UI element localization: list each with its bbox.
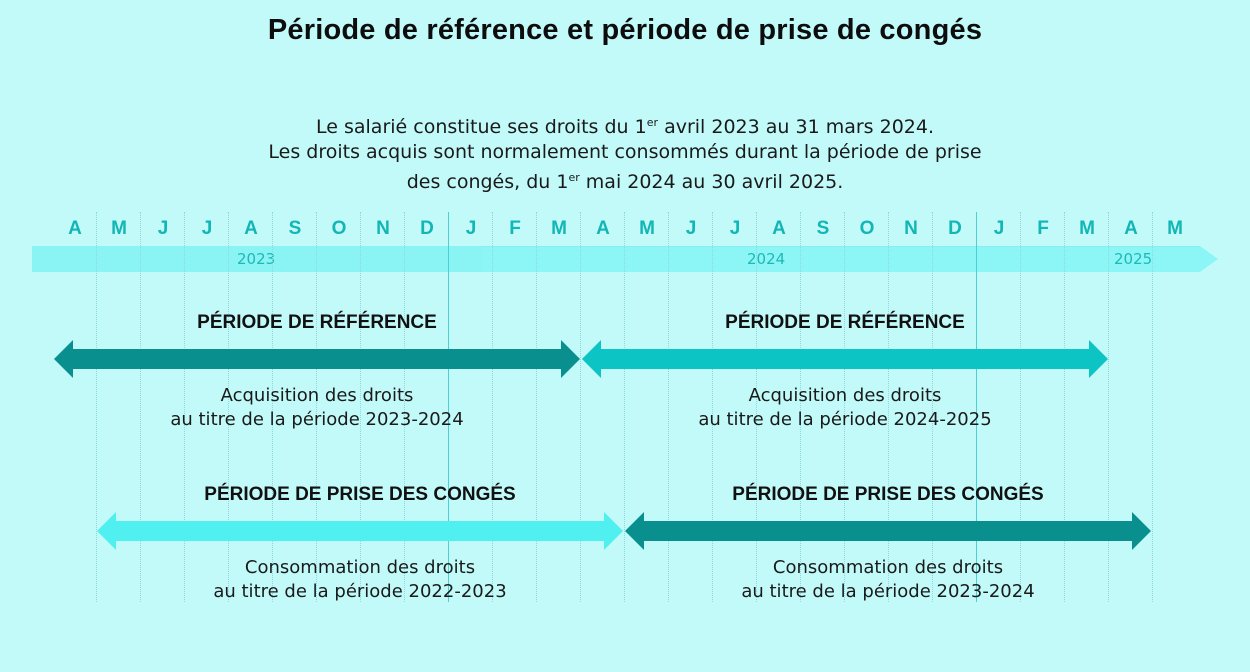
period-heading-leave-2: PÉRIODE DE PRISE DES CONGÉS bbox=[732, 484, 1044, 505]
month-label: J bbox=[685, 218, 697, 239]
month-label: D bbox=[420, 218, 434, 239]
period-desc-reference-2: Acquisition des droits au titre de la pé… bbox=[698, 385, 992, 430]
month-grid-line bbox=[932, 212, 933, 602]
month-grid-line bbox=[272, 212, 273, 602]
month-label: J bbox=[465, 218, 477, 239]
month-label: M bbox=[111, 218, 127, 239]
year-label-2025: 2025 bbox=[1114, 250, 1153, 268]
month-label: S bbox=[816, 218, 830, 239]
period-desc-leave-1: Consommation des droits au titre de la p… bbox=[213, 557, 507, 602]
month-label: J bbox=[201, 218, 213, 239]
month-grid-line bbox=[888, 212, 889, 602]
reference-period-arrow-2 bbox=[582, 340, 1110, 378]
month-label: J bbox=[729, 218, 741, 239]
leave-period-arrow-1 bbox=[97, 512, 625, 550]
year-separator-line bbox=[976, 212, 977, 602]
month-grid-line bbox=[668, 212, 669, 602]
period-desc-reference-1: Acquisition des droits au titre de la pé… bbox=[170, 385, 464, 430]
month-grid-line bbox=[1064, 212, 1065, 602]
year-label-2023: 2023 bbox=[237, 250, 276, 268]
period-heading-leave-1: PÉRIODE DE PRISE DES CONGÉS bbox=[204, 484, 516, 505]
month-label: S bbox=[288, 218, 302, 239]
month-label: J bbox=[993, 218, 1005, 239]
intro-line-3: des congés, du 1er mai 2024 au 30 avril … bbox=[406, 171, 844, 193]
month-grid-line bbox=[756, 212, 757, 602]
month-label: O bbox=[859, 218, 875, 239]
intro-text: Le salarié constitue ses droits du 1er a… bbox=[0, 110, 1250, 195]
leave-period-arrow-2 bbox=[625, 512, 1153, 550]
month-grid-line bbox=[96, 212, 97, 602]
month-label: M bbox=[1167, 218, 1183, 239]
year-label-2024: 2024 bbox=[747, 250, 786, 268]
month-label: A bbox=[596, 218, 610, 239]
month-grid-line bbox=[712, 212, 713, 602]
month-label: M bbox=[1079, 218, 1095, 239]
month-grid-line bbox=[624, 212, 625, 602]
month-label: M bbox=[639, 218, 655, 239]
reference-period-arrow-1 bbox=[54, 340, 582, 378]
intro-line-1: Le salarié constitue ses droits du 1er a… bbox=[316, 116, 934, 138]
diagram-title: Période de référence et période de prise… bbox=[267, 14, 983, 46]
year-separator-line bbox=[448, 212, 449, 602]
month-grid-line bbox=[580, 212, 581, 602]
month-grid-line bbox=[1152, 212, 1153, 602]
month-grid-line bbox=[492, 212, 493, 602]
month-label: A bbox=[244, 218, 258, 239]
month-grid-line bbox=[1020, 212, 1021, 602]
month-grid-line bbox=[360, 212, 361, 602]
month-label: O bbox=[331, 218, 347, 239]
month-grid-line bbox=[404, 212, 405, 602]
month-grid-line bbox=[536, 212, 537, 602]
month-label: J bbox=[157, 218, 169, 239]
month-label: F bbox=[509, 218, 521, 239]
month-grid-line bbox=[1108, 212, 1109, 602]
period-heading-reference-1: PÉRIODE DE RÉFÉRENCE bbox=[197, 312, 437, 333]
month-label: M bbox=[551, 218, 567, 239]
month-label: D bbox=[948, 218, 962, 239]
month-grid-line bbox=[184, 212, 185, 602]
month-grid-line bbox=[800, 212, 801, 602]
month-grid-line bbox=[316, 212, 317, 602]
month-label: A bbox=[68, 218, 82, 239]
month-grid-line bbox=[140, 212, 141, 602]
month-label: N bbox=[376, 218, 390, 239]
month-label: A bbox=[772, 218, 786, 239]
month-grid-line bbox=[228, 212, 229, 602]
month-label: F bbox=[1037, 218, 1049, 239]
month-label: N bbox=[904, 218, 918, 239]
year-band-arrow bbox=[32, 246, 1218, 272]
intro-line-2: Les droits acquis sont normalement conso… bbox=[268, 141, 982, 163]
period-heading-reference-2: PÉRIODE DE RÉFÉRENCE bbox=[725, 312, 965, 333]
period-desc-leave-2: Consommation des droits au titre de la p… bbox=[741, 557, 1035, 602]
month-grid-line bbox=[844, 212, 845, 602]
month-label: A bbox=[1124, 218, 1138, 239]
